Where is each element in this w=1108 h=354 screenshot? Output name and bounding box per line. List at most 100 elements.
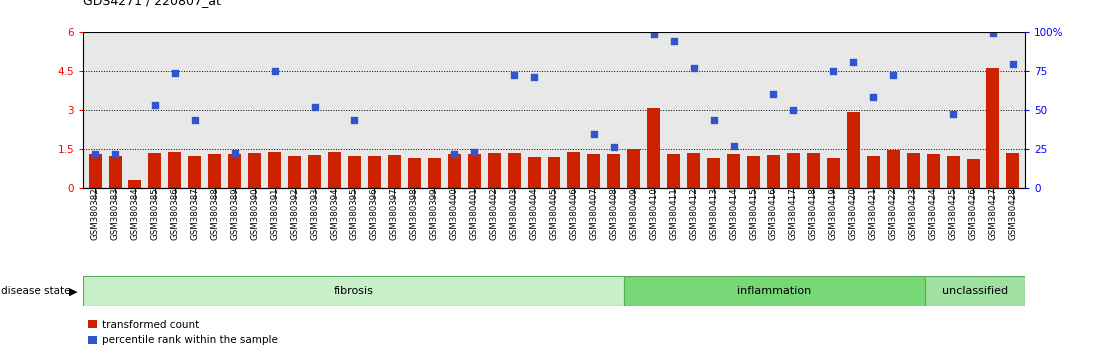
- Text: GSM380416: GSM380416: [769, 188, 778, 240]
- Bar: [767, 155, 780, 188]
- Text: GSM380412: GSM380412: [689, 188, 698, 240]
- Text: GSM380415: GSM380415: [749, 188, 758, 240]
- Bar: [966, 159, 979, 188]
- Text: GSM380405: GSM380405: [550, 188, 558, 240]
- Text: GSM380390: GSM380390: [250, 188, 259, 240]
- Point: [984, 30, 1002, 36]
- Bar: [368, 156, 381, 188]
- Bar: [388, 155, 401, 188]
- Point: [146, 102, 164, 107]
- Text: GSM380384: GSM380384: [131, 188, 140, 240]
- Bar: [886, 150, 900, 188]
- Bar: [1006, 153, 1019, 188]
- Bar: [624, 276, 925, 306]
- Text: GSM380408: GSM380408: [609, 188, 618, 240]
- Bar: [408, 158, 421, 188]
- Point: [465, 149, 483, 155]
- Text: GSM380422: GSM380422: [889, 188, 897, 240]
- Bar: [308, 155, 321, 188]
- Point: [585, 132, 603, 137]
- Text: GDS4271 / 220807_at: GDS4271 / 220807_at: [83, 0, 220, 7]
- Bar: [468, 154, 481, 188]
- Point: [665, 38, 683, 44]
- Text: GSM380395: GSM380395: [350, 188, 359, 240]
- Point: [784, 107, 802, 113]
- Text: GSM380428: GSM380428: [1008, 188, 1017, 240]
- Text: GSM380402: GSM380402: [490, 188, 499, 240]
- Text: fibrosis: fibrosis: [334, 286, 373, 296]
- Text: GSM380396: GSM380396: [370, 188, 379, 240]
- Bar: [866, 156, 880, 188]
- Text: GSM380410: GSM380410: [649, 188, 658, 240]
- Bar: [148, 153, 162, 188]
- Point: [166, 70, 184, 76]
- Bar: [248, 153, 261, 188]
- Point: [226, 150, 244, 155]
- Text: GSM380426: GSM380426: [968, 188, 977, 240]
- Bar: [208, 154, 222, 188]
- Bar: [906, 153, 920, 188]
- Point: [505, 72, 523, 78]
- Bar: [707, 158, 720, 188]
- Text: GSM380393: GSM380393: [310, 188, 319, 240]
- Bar: [727, 154, 740, 188]
- Bar: [647, 108, 660, 188]
- Text: GSM380414: GSM380414: [729, 188, 738, 240]
- Point: [106, 151, 124, 157]
- Text: GSM380419: GSM380419: [829, 188, 838, 240]
- Text: GSM380391: GSM380391: [270, 188, 279, 240]
- Point: [86, 152, 104, 157]
- Bar: [587, 154, 601, 188]
- Bar: [188, 156, 202, 188]
- Text: inflammation: inflammation: [737, 286, 811, 296]
- Point: [605, 144, 623, 150]
- Text: GSM380400: GSM380400: [450, 188, 459, 240]
- Bar: [925, 276, 1025, 306]
- Bar: [567, 152, 581, 188]
- Text: GSM380399: GSM380399: [430, 188, 439, 240]
- Point: [525, 74, 543, 80]
- Text: GSM380398: GSM380398: [410, 188, 419, 240]
- Bar: [83, 276, 624, 306]
- Text: GSM380406: GSM380406: [570, 188, 578, 240]
- Bar: [428, 158, 441, 188]
- Bar: [547, 157, 561, 188]
- Text: GSM380424: GSM380424: [929, 188, 937, 240]
- Point: [445, 151, 463, 157]
- Text: GSM380407: GSM380407: [589, 188, 598, 240]
- Bar: [747, 156, 760, 188]
- Text: GSM380392: GSM380392: [290, 188, 299, 240]
- Bar: [827, 158, 840, 188]
- Point: [765, 91, 782, 97]
- Bar: [507, 153, 521, 188]
- Text: disease state: disease state: [1, 286, 71, 296]
- Text: GSM380401: GSM380401: [470, 188, 479, 240]
- Bar: [348, 156, 361, 188]
- Text: ▶: ▶: [69, 286, 78, 296]
- Point: [1004, 62, 1022, 67]
- Bar: [847, 112, 860, 188]
- Point: [306, 104, 324, 110]
- Legend: transformed count, percentile rank within the sample: transformed count, percentile rank withi…: [89, 320, 278, 345]
- Text: GSM380417: GSM380417: [789, 188, 798, 240]
- Text: GSM380394: GSM380394: [330, 188, 339, 240]
- Text: GSM380404: GSM380404: [530, 188, 538, 240]
- Bar: [687, 153, 700, 188]
- Point: [944, 111, 962, 116]
- Text: GSM380389: GSM380389: [230, 188, 239, 240]
- Bar: [89, 154, 102, 188]
- Bar: [667, 154, 680, 188]
- Text: GSM380387: GSM380387: [191, 188, 199, 240]
- Point: [864, 94, 882, 99]
- Point: [186, 117, 204, 123]
- Point: [884, 72, 902, 78]
- Bar: [288, 156, 301, 188]
- Text: GSM380411: GSM380411: [669, 188, 678, 240]
- Bar: [448, 154, 461, 188]
- Bar: [807, 153, 820, 188]
- Point: [685, 65, 702, 71]
- Bar: [488, 153, 501, 188]
- Point: [844, 59, 862, 64]
- Point: [824, 68, 842, 74]
- Text: GSM380385: GSM380385: [151, 188, 160, 240]
